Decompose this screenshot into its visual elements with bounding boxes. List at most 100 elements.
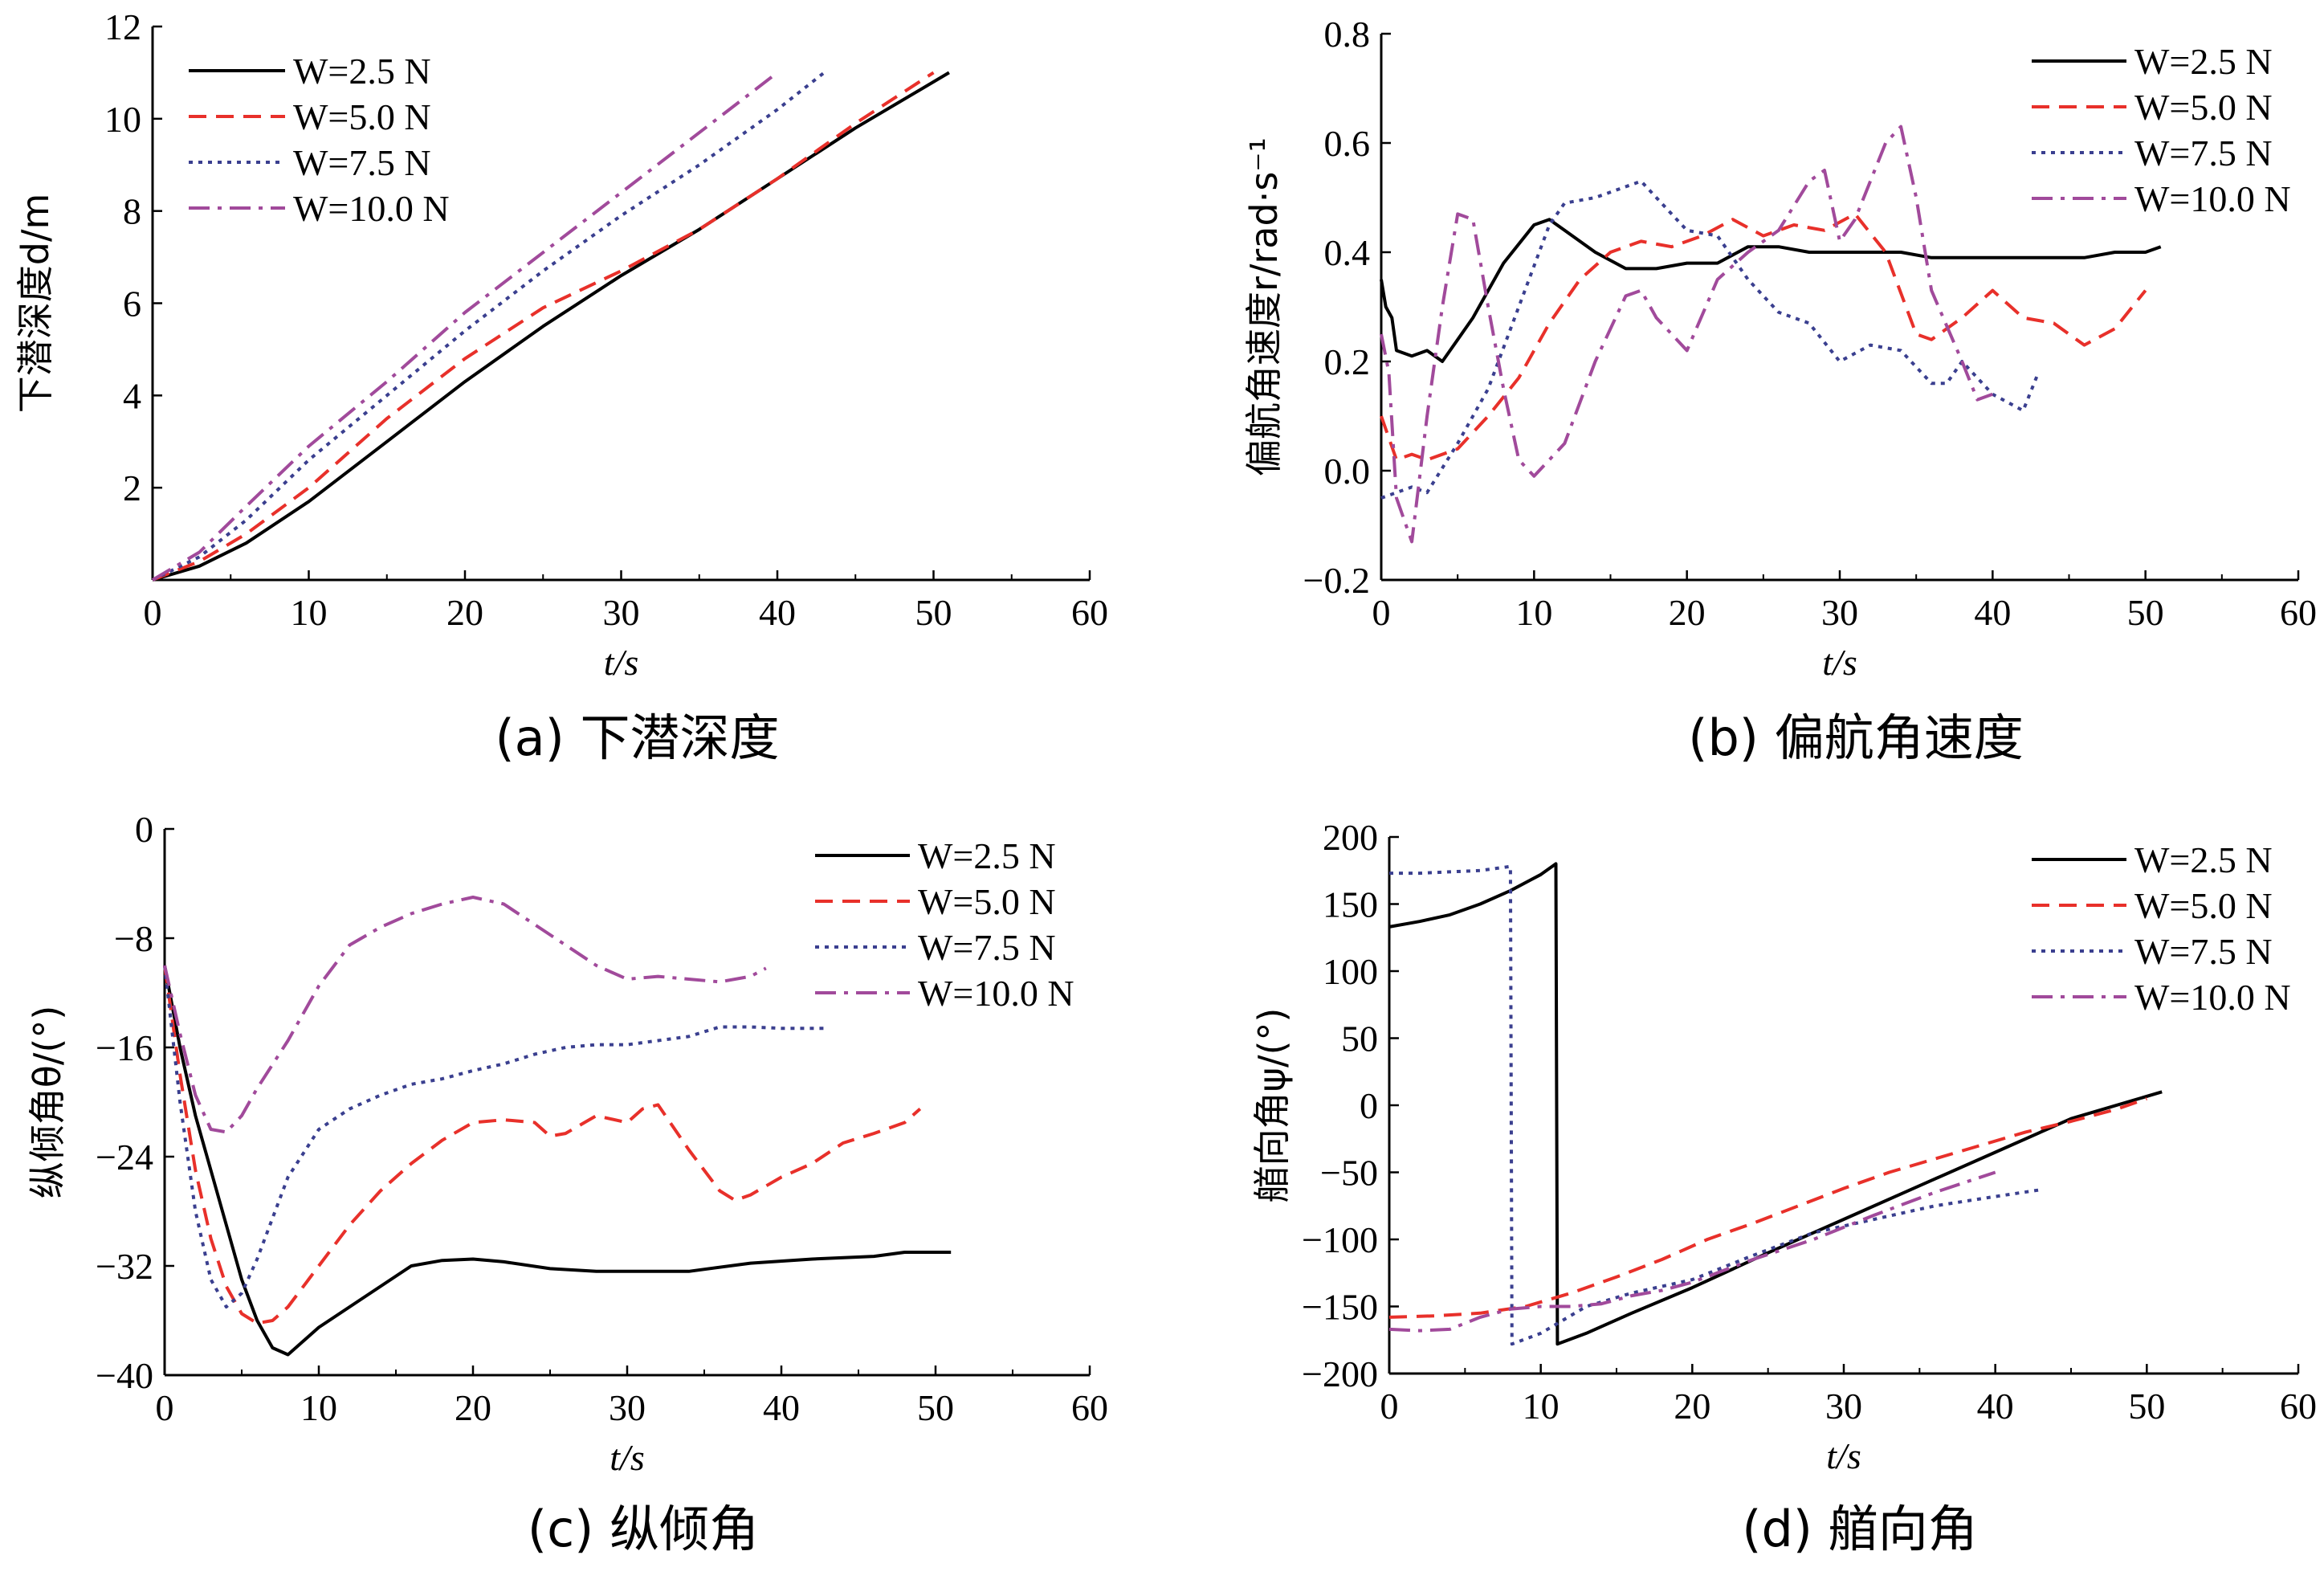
x-tick-label: 60 [2280,1386,2317,1427]
x-tick-label: 0 [1372,592,1391,633]
y-axis-label: 下潜深度d/m [14,194,57,414]
y-tick-label: −100 [1302,1219,1378,1260]
series-line-3 [151,71,779,582]
y-tick-label: 8 [123,191,141,232]
y-tick-label: 0 [135,809,153,850]
series-line-2 [1389,864,2041,1346]
y-tick-label: −24 [96,1137,153,1178]
legend: W=2.5 N W=5.0 N W=7.5 N W=10.0 N [815,835,1074,1014]
series-line-0 [1380,218,2162,363]
y-ticks: −0.2 0.0 0.2 0.4 0.6 0.8 [1303,14,1391,601]
y-tick-label: −32 [96,1246,153,1287]
y-tick-label: 0 [1360,1085,1378,1126]
legend-label-1: W=5.0 N [293,96,431,137]
legend-label-0: W=2.5 N [2134,41,2273,82]
y-ticks: 0 −8 −16 −24 −32 −40 [96,809,174,1396]
legend-label-3: W=10.0 N [918,973,1074,1014]
series-group [151,71,950,582]
x-tick-label: 20 [1669,592,1706,633]
x-tick-label: 40 [763,1387,800,1428]
x-tick-label: 40 [1974,592,2011,633]
series-line-3 [163,896,767,1134]
series-line-2 [163,965,828,1308]
panel-caption: (b) 偏航角速度 [1688,708,2023,767]
x-tick-label: 50 [915,592,952,633]
chart-panel-3: 0 10 20 30 40 50 60 200 150 100 50 0 −50 −100 −150 −200… [1250,817,2317,1558]
panel-caption: (d) 艏向角 [1742,1500,1977,1558]
legend: W=2.5 NW=5.0 NW=7.5 NW=10.0 N [2032,839,2291,1018]
x-tick-label: 60 [1071,592,1108,633]
x-tick-label: 30 [1825,1386,1862,1427]
x-ticks: 0 10 20 30 40 50 60 [1372,570,2317,633]
series-group [1380,125,2162,544]
legend-label-0: W=2.5 N [293,51,431,92]
x-tick-label: 20 [455,1387,491,1428]
x-tick-label: 40 [759,592,796,633]
y-tick-label: −0.2 [1303,560,1370,601]
x-tick-label: 50 [917,1387,954,1428]
legend: W=2.5 N W=5.0 N W=7.5 N W=10.0 N [2032,41,2291,219]
x-axis-label: t/s [1826,1435,1861,1476]
series-group [1388,862,2163,1346]
x-tick-label: 20 [1674,1386,1710,1427]
legend-label-1: W=5.0 N [2134,885,2273,926]
y-ticks: 2 4 6 8 10 12 [104,6,162,508]
y-tick-label: 6 [123,284,141,325]
x-tick-label: 50 [2128,1386,2165,1427]
x-tick-label: 20 [446,592,483,633]
series-line-1 [1380,212,2147,462]
series-line-1 [1388,1096,2147,1319]
y-tick-label: −150 [1302,1287,1378,1328]
series-line-0 [1388,862,2163,1346]
y-tick-label: 50 [1341,1019,1378,1059]
y-tick-label: 200 [1323,817,1378,858]
legend-label-2: W=7.5 N [293,142,431,183]
legend-label-0: W=2.5 N [918,835,1056,876]
legend-label-2: W=7.5 N [2134,133,2273,173]
y-tick-label: 0.2 [1324,341,1371,382]
legend-label-1: W=5.0 N [918,881,1056,922]
series-line-1 [163,965,922,1325]
y-tick-label: −200 [1302,1353,1378,1394]
x-tick-label: 30 [603,592,640,633]
x-tick-label: 0 [156,1387,174,1428]
legend-label-2: W=7.5 N [918,927,1056,968]
y-tick-label: 2 [123,467,141,508]
x-axis-label: t/s [610,1437,644,1478]
x-tick-label: 10 [1523,1386,1560,1427]
y-axis-label: 偏航角速度r/rad·s⁻¹ [1242,137,1286,476]
y-tick-label: −16 [96,1027,153,1068]
y-axis-label: 纵倾角θ/(°) [26,1006,69,1199]
x-tick-label: 60 [2280,592,2317,633]
series-line-1 [152,71,935,582]
x-tick-label: 10 [300,1387,337,1428]
y-tick-label: 12 [104,6,141,47]
legend-label-3: W=10.0 N [293,188,450,229]
y-tick-label: 0.8 [1324,14,1371,55]
x-tick-label: 30 [609,1387,646,1428]
series-line-0 [163,965,952,1357]
x-tick-label: 40 [1977,1386,2014,1427]
legend-label-1: W=5.0 N [2134,87,2273,128]
legend-label-3: W=10.0 N [2134,178,2291,219]
x-tick-label: 10 [1515,592,1552,633]
panel-caption: (c) 纵倾角 [528,1500,759,1558]
x-tick-label: 0 [144,592,162,633]
y-tick-label: 4 [123,375,141,416]
legend-label-3: W=10.0 N [2134,977,2291,1018]
y-axis-label: 艏向角ψ/(°) [1250,1008,1294,1203]
y-tick-label: 10 [104,99,141,140]
series-line-3 [1388,1170,1996,1333]
legend-label-2: W=7.5 N [2134,931,2273,972]
x-tick-label: 0 [1380,1386,1399,1427]
series-group [163,896,952,1357]
y-tick-label: −50 [1320,1153,1378,1194]
y-tick-label: 0.6 [1324,123,1371,164]
y-ticks: 200 150 100 50 0 −50 −100 −150 −200 [1302,817,1399,1394]
legend: W=2.5 NW=5.0 N W=7.5 N W=10.0 N [189,51,450,229]
series-line-2 [152,71,826,582]
y-tick-label: 0.4 [1324,232,1371,273]
y-tick-label: 0.0 [1324,451,1371,492]
y-tick-label: −8 [114,918,153,959]
